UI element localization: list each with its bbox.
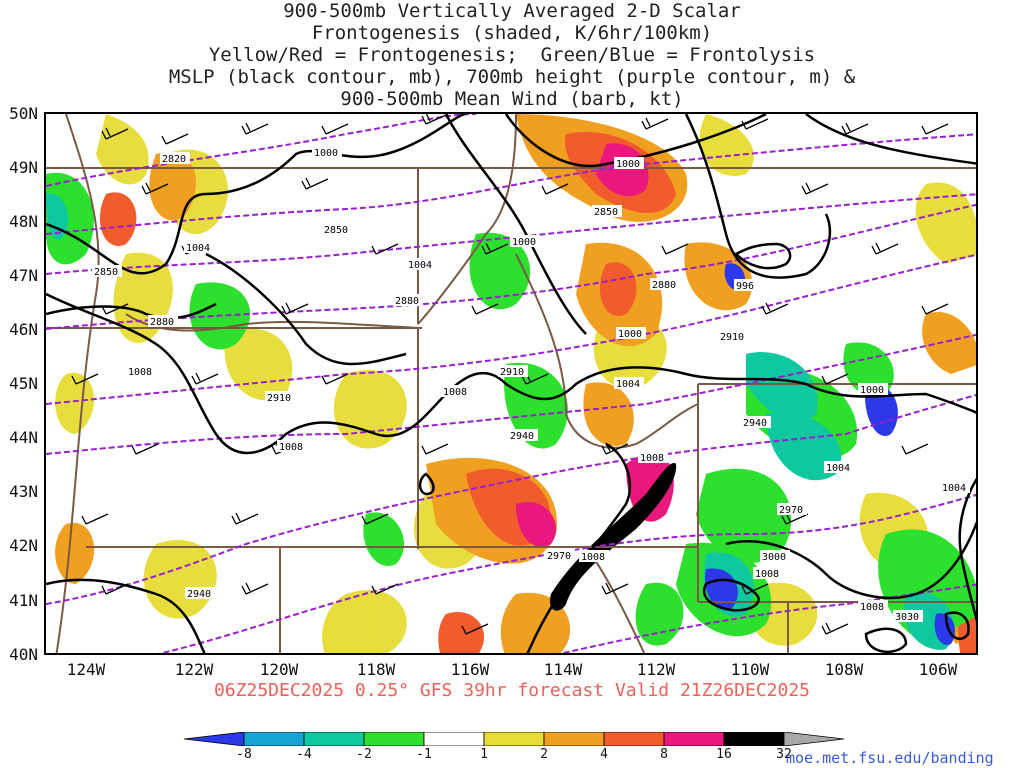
lat-label-46n: 46N bbox=[9, 320, 38, 339]
colorbar-segment bbox=[783, 732, 844, 746]
height-label: 2910 bbox=[267, 393, 291, 404]
mslp-labels: 1000 1000 1000 1000 1004 1004 1004 1008 … bbox=[126, 146, 970, 613]
mslp-label: 1000 bbox=[616, 159, 640, 170]
height-label: 3030 bbox=[895, 612, 919, 623]
mslp-label: 1008 bbox=[279, 442, 303, 453]
mslp-label: 1000 bbox=[860, 385, 884, 396]
height-label: 2880 bbox=[150, 317, 174, 328]
colorbar-tick: -8 bbox=[236, 747, 252, 762]
height-label: 2850 bbox=[594, 207, 618, 218]
colorbar-segment bbox=[363, 732, 425, 746]
title-line-4: MSLP (black contour, mb), 700mb height (… bbox=[168, 66, 856, 88]
colorbar-tick: 4 bbox=[600, 747, 608, 762]
mslp-label: 1000 bbox=[618, 329, 642, 340]
colorbar-segment bbox=[603, 732, 665, 746]
mslp-label: 1004 bbox=[826, 463, 850, 474]
height-label: 2820 bbox=[162, 154, 186, 165]
height-contours bbox=[46, 114, 976, 653]
height-label: 3000 bbox=[762, 552, 786, 563]
lon-label-108w: 108W bbox=[824, 660, 864, 679]
mslp-contours bbox=[46, 114, 976, 653]
lat-label-44n: 44N bbox=[9, 428, 38, 447]
mslp-label: 1008 bbox=[860, 602, 884, 613]
lat-label-48n: 48N bbox=[9, 212, 38, 231]
mslp-label: 1004 bbox=[942, 483, 966, 494]
lat-label-50n: 50N bbox=[9, 104, 38, 123]
lon-label-116w: 116W bbox=[450, 660, 490, 679]
height-labels: 2820 2850 2850 2850 2880 2880 2880 2910 … bbox=[92, 152, 923, 623]
colorbar-tick: -4 bbox=[296, 747, 312, 762]
lat-label-43n: 43N bbox=[9, 482, 38, 501]
height-label: 2850 bbox=[324, 225, 348, 236]
lat-label-41n: 41N bbox=[9, 591, 38, 610]
colorbar-tick: 8 bbox=[660, 747, 668, 762]
height-label: 2940 bbox=[187, 589, 211, 600]
lat-label-47n: 47N bbox=[9, 266, 38, 285]
height-label: 2910 bbox=[720, 332, 744, 343]
mslp-label: 1008 bbox=[640, 453, 664, 464]
lon-label-124w: 124W bbox=[66, 660, 106, 679]
lon-label-114w: 114W bbox=[543, 660, 583, 679]
mslp-label: 1004 bbox=[408, 260, 432, 271]
colorbar-tick: 2 bbox=[540, 747, 548, 762]
map-panel: 1000 1000 1000 1000 1004 1004 1004 1008 … bbox=[44, 112, 978, 655]
title-line-2: Frontogenesis (shaded, K/6hr/100km) bbox=[311, 22, 713, 44]
mslp-label: 1000 bbox=[314, 148, 338, 159]
mslp-label: 1004 bbox=[186, 243, 210, 254]
mslp-label: 1008 bbox=[443, 387, 467, 398]
lon-label-120w: 120W bbox=[259, 660, 299, 679]
colorbar-segment bbox=[184, 732, 245, 746]
mslp-label: 1000 bbox=[512, 237, 536, 248]
lat-label-40n: 40N bbox=[9, 645, 38, 664]
title-line-5: 900-500mb Mean Wind (barb, kt) bbox=[340, 88, 684, 110]
colorbar bbox=[184, 732, 844, 746]
lon-label-106w: 106W bbox=[918, 660, 958, 679]
colorbar-segment bbox=[303, 732, 365, 746]
colorbar-segment bbox=[483, 732, 545, 746]
colorbar-segment bbox=[543, 732, 605, 746]
lon-label-118w: 118W bbox=[356, 660, 396, 679]
lat-label-49n: 49N bbox=[9, 158, 38, 177]
title-line-1: 900-500mb Vertically Averaged 2-D Scalar bbox=[283, 0, 741, 22]
height-label: 2970 bbox=[779, 505, 803, 516]
lon-label-122w: 122W bbox=[174, 660, 214, 679]
height-label: 2940 bbox=[743, 418, 767, 429]
wind-barbs bbox=[71, 114, 949, 635]
title-line-3: Yellow/Red = Frontogenesis; Green/Blue =… bbox=[208, 44, 816, 66]
height-label: 2940 bbox=[510, 431, 534, 442]
mslp-label: 1004 bbox=[616, 379, 640, 390]
lat-label-42n: 42N bbox=[9, 536, 38, 555]
mslp-label: 1008 bbox=[581, 552, 605, 563]
height-label: 2850 bbox=[94, 267, 118, 278]
state-borders bbox=[46, 114, 976, 653]
mslp-label: 996 bbox=[736, 281, 754, 292]
colorbar-tick: -2 bbox=[356, 747, 372, 762]
height-label: 2910 bbox=[500, 367, 524, 378]
colorbar-segment bbox=[663, 732, 725, 746]
forecast-caption: 06Z25DEC2025 0.25° GFS 39hr forecast Val… bbox=[213, 680, 811, 701]
colorbar-segment bbox=[243, 732, 305, 746]
mslp-label: 1008 bbox=[128, 367, 152, 378]
colorbar-tick: 32 bbox=[776, 747, 792, 762]
height-label: 2880 bbox=[395, 296, 419, 307]
map-svg: 1000 1000 1000 1000 1004 1004 1004 1008 … bbox=[46, 114, 976, 653]
colorbar-tick: 16 bbox=[716, 747, 732, 762]
colorbar-segment bbox=[423, 732, 485, 746]
height-label: 2970 bbox=[547, 551, 571, 562]
map-title: 900-500mb Vertically Averaged 2-D Scalar… bbox=[0, 0, 1024, 110]
lat-label-45n: 45N bbox=[9, 374, 38, 393]
frontogenesis-max-band bbox=[549, 463, 677, 611]
source-credit-link[interactable]: moe.met.fsu.edu/banding bbox=[786, 749, 994, 767]
colorbar-tick: -1 bbox=[416, 747, 432, 762]
colorbar-segment bbox=[723, 732, 785, 746]
mslp-label: 1008 bbox=[755, 569, 779, 580]
colorbar-tick: 1 bbox=[480, 747, 488, 762]
lon-label-112w: 112W bbox=[636, 660, 676, 679]
height-label: 2880 bbox=[652, 280, 676, 291]
lon-label-110w: 110W bbox=[730, 660, 770, 679]
